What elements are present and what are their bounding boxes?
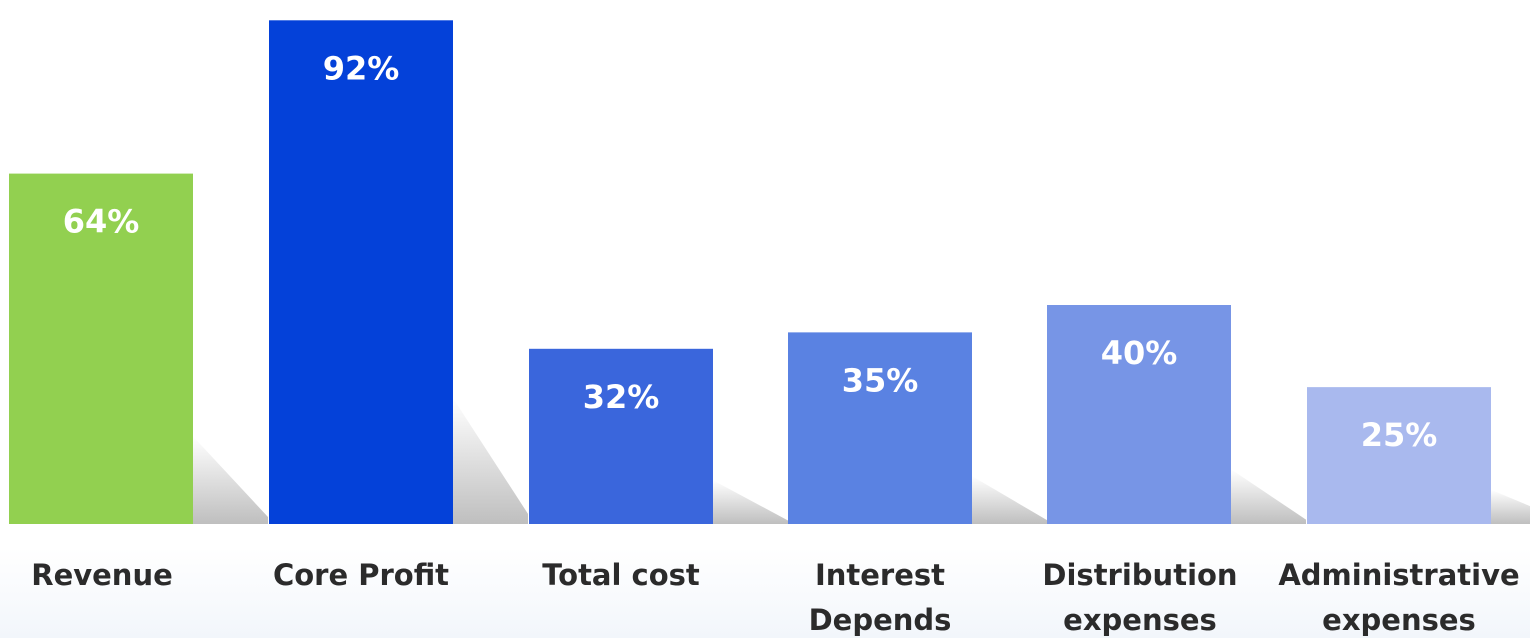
category-label: Core Profit bbox=[273, 558, 449, 592]
category-label: Distribution bbox=[1042, 558, 1237, 592]
bar bbox=[788, 332, 972, 524]
value-label: 40% bbox=[1101, 334, 1178, 372]
category-label: Depends bbox=[809, 603, 952, 637]
bar-shadow bbox=[193, 436, 268, 524]
bar-shadow bbox=[1231, 469, 1306, 524]
bar-shadow bbox=[453, 398, 528, 524]
value-label: 64% bbox=[63, 203, 140, 241]
value-label: 92% bbox=[323, 49, 400, 87]
bar-shadow bbox=[1491, 489, 1530, 524]
value-labels: 64% 92% 32% 35% 40% 25% bbox=[63, 49, 1438, 454]
bars bbox=[9, 20, 1491, 525]
value-label: 32% bbox=[583, 378, 660, 416]
value-label: 35% bbox=[842, 361, 919, 399]
value-label: 25% bbox=[1361, 416, 1438, 454]
bar bbox=[1307, 387, 1491, 524]
category-label: Total cost bbox=[542, 558, 700, 592]
category-label: expenses bbox=[1063, 603, 1217, 637]
category-label: expenses bbox=[1322, 603, 1476, 637]
bar-shadow bbox=[713, 480, 788, 524]
bar-shadow bbox=[972, 476, 1047, 524]
category-label: Revenue bbox=[31, 558, 173, 592]
category-label: Interest bbox=[815, 558, 945, 592]
bar bbox=[529, 348, 713, 524]
bar bbox=[1047, 305, 1231, 524]
category-labels: Revenue Core Profit Total cost Interest Depe… bbox=[31, 558, 1519, 637]
bar bbox=[269, 20, 453, 525]
bar-shadows bbox=[193, 398, 1530, 524]
category-label: Administrative bbox=[1278, 558, 1519, 592]
bar bbox=[9, 173, 193, 524]
